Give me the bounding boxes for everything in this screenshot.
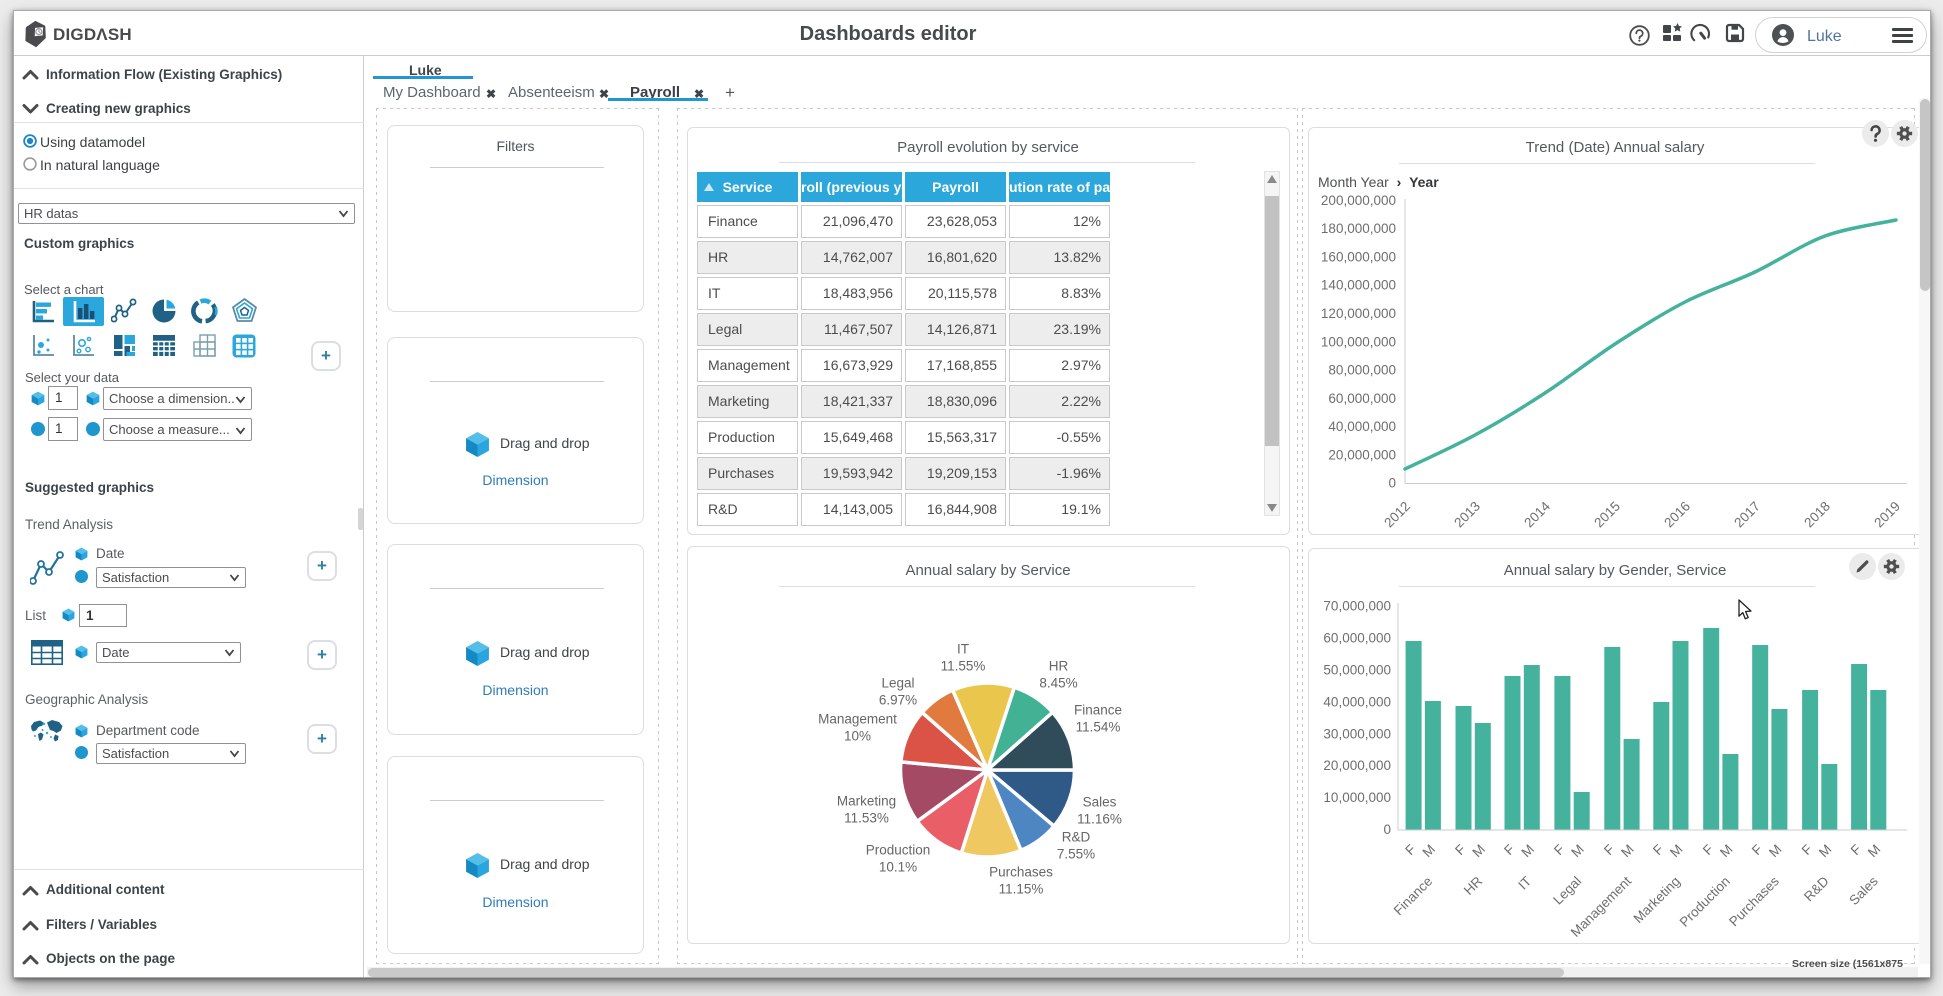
svg-text:50,000,000: 50,000,000 — [1323, 662, 1391, 677]
svg-text:Legal: Legal — [1550, 874, 1584, 908]
svg-text:Purchases: Purchases — [1726, 873, 1782, 929]
svg-text:30,000,000: 30,000,000 — [1323, 726, 1391, 741]
svg-text:0: 0 — [1388, 476, 1396, 491]
svg-text:M: M — [1419, 842, 1438, 861]
svg-text:2012: 2012 — [1381, 499, 1413, 531]
svg-text:20,000,000: 20,000,000 — [1323, 758, 1391, 773]
svg-text:140,000,000: 140,000,000 — [1321, 278, 1396, 293]
svg-text:40,000,000: 40,000,000 — [1328, 419, 1396, 434]
svg-text:80,000,000: 80,000,000 — [1328, 363, 1396, 378]
svg-text:20,000,000: 20,000,000 — [1328, 447, 1396, 462]
svg-text:60,000,000: 60,000,000 — [1323, 631, 1391, 646]
svg-text:2019: 2019 — [1871, 499, 1903, 531]
svg-text:2017: 2017 — [1731, 499, 1763, 531]
svg-text:F: F — [1501, 842, 1517, 858]
svg-text:200,000,000: 200,000,000 — [1321, 193, 1396, 208]
svg-text:10,000,000: 10,000,000 — [1323, 790, 1391, 805]
svg-text:0: 0 — [1383, 822, 1391, 837]
svg-text:M: M — [1717, 842, 1736, 861]
svg-text:F: F — [1551, 842, 1567, 858]
svg-text:M: M — [1667, 842, 1686, 861]
svg-text:2016: 2016 — [1661, 499, 1693, 531]
svg-text:R&D: R&D — [1801, 873, 1832, 904]
svg-text:Finance: Finance — [1391, 874, 1436, 919]
svg-text:F: F — [1402, 842, 1418, 858]
svg-text:2013: 2013 — [1451, 499, 1483, 531]
svg-text:160,000,000: 160,000,000 — [1321, 250, 1396, 265]
svg-text:100,000,000: 100,000,000 — [1321, 334, 1396, 349]
svg-text:2014: 2014 — [1521, 498, 1553, 530]
svg-text:Production: Production — [1677, 874, 1733, 930]
svg-text:Sales: Sales — [1846, 873, 1881, 908]
svg-text:Marketing: Marketing — [1630, 874, 1683, 927]
svg-text:IT: IT — [1515, 874, 1534, 893]
svg-text:F: F — [1799, 842, 1815, 858]
svg-text:M: M — [1618, 842, 1637, 861]
svg-text:120,000,000: 120,000,000 — [1321, 306, 1396, 321]
svg-text:F: F — [1700, 842, 1716, 858]
svg-text:40,000,000: 40,000,000 — [1323, 694, 1391, 709]
svg-text:F: F — [1452, 842, 1468, 858]
svg-text:M: M — [1766, 842, 1785, 861]
svg-text:M: M — [1816, 842, 1835, 861]
svg-text:M: M — [1568, 842, 1587, 861]
svg-text:M: M — [1865, 842, 1884, 861]
svg-text:F: F — [1650, 842, 1666, 858]
svg-text:M: M — [1469, 842, 1488, 861]
svg-text:F: F — [1848, 842, 1864, 858]
svg-text:180,000,000: 180,000,000 — [1321, 221, 1396, 236]
svg-text:F: F — [1601, 842, 1617, 858]
svg-text:2015: 2015 — [1591, 499, 1623, 531]
svg-text:2018: 2018 — [1801, 499, 1833, 531]
svg-text:F: F — [1749, 842, 1765, 858]
svg-text:HR: HR — [1461, 873, 1486, 898]
svg-text:M: M — [1518, 842, 1537, 861]
svg-text:70,000,000: 70,000,000 — [1323, 599, 1391, 614]
svg-text:60,000,000: 60,000,000 — [1328, 391, 1396, 406]
